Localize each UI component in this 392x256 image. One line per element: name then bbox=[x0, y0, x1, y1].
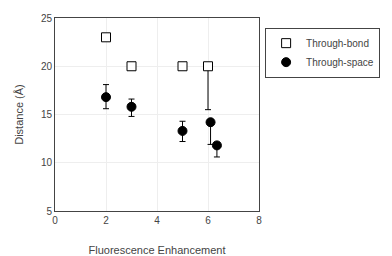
svg-text:Through-bond: Through-bond bbox=[306, 38, 369, 49]
svg-text:8: 8 bbox=[256, 215, 262, 226]
svg-text:5: 5 bbox=[46, 206, 52, 217]
svg-text:15: 15 bbox=[41, 109, 53, 120]
svg-text:Through-space: Through-space bbox=[306, 57, 374, 68]
svg-text:25: 25 bbox=[41, 13, 53, 24]
svg-text:10: 10 bbox=[41, 157, 53, 168]
svg-text:Fluorescence Enhancement: Fluorescence Enhancement bbox=[89, 244, 226, 256]
svg-text:2: 2 bbox=[103, 215, 109, 226]
svg-text:4: 4 bbox=[154, 215, 160, 226]
svg-text:0: 0 bbox=[52, 215, 58, 226]
svg-text:20: 20 bbox=[41, 61, 53, 72]
svg-text:6: 6 bbox=[205, 215, 211, 226]
svg-text:Distance (Å): Distance (Å) bbox=[13, 84, 25, 145]
